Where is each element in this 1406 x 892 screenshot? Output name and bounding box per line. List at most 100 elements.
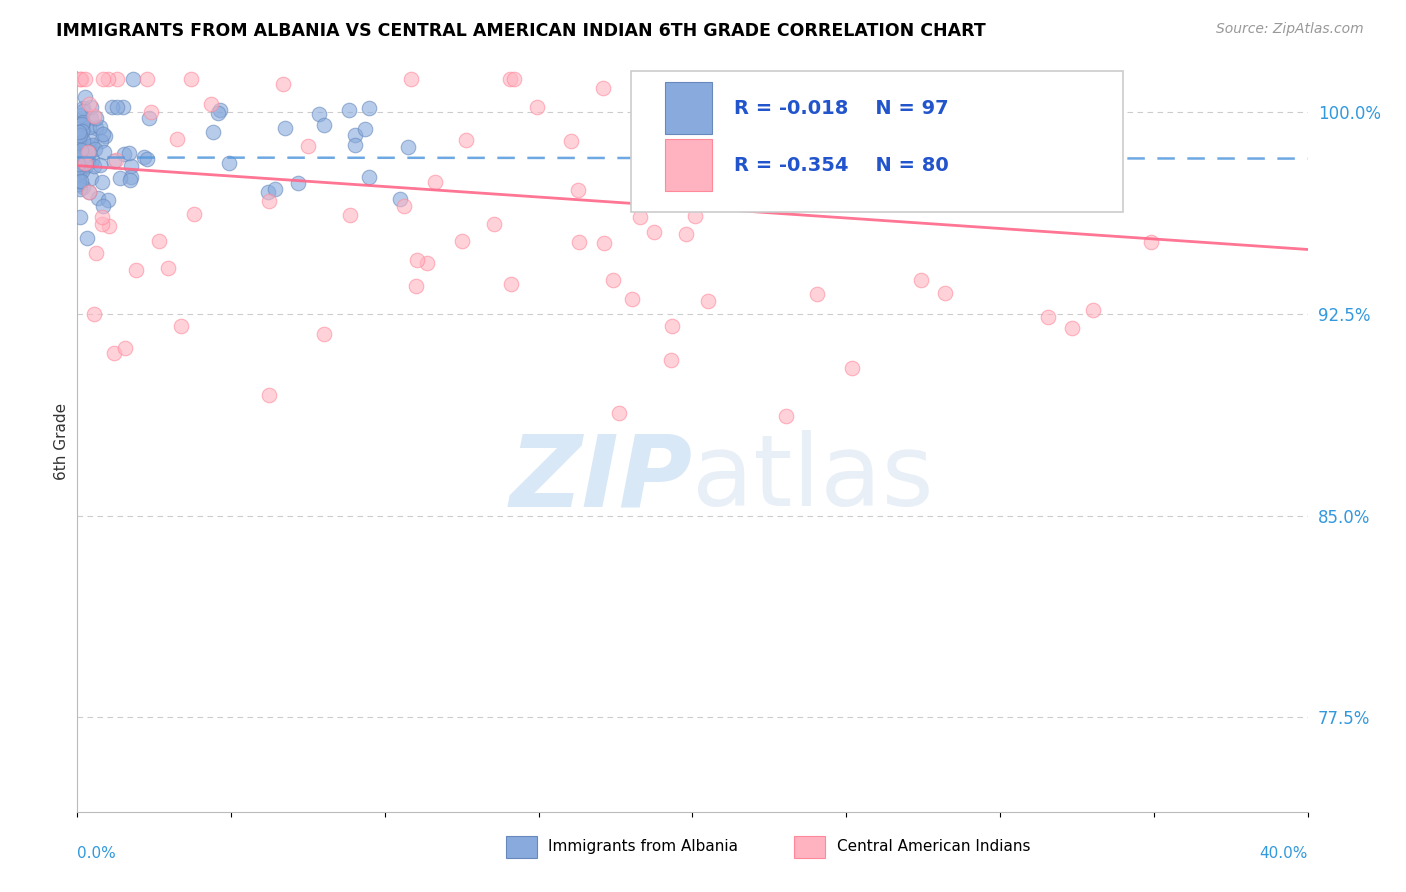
Text: Central American Indians: Central American Indians [837, 839, 1031, 855]
Point [80, 112, 103, 126]
Point [526, 100, 548, 114]
Point [98, 219, 121, 234]
Point [86, 191, 108, 205]
Point [357, 102, 380, 116]
Point [114, 341, 136, 355]
Point [80, 138, 103, 153]
Point [103, 153, 125, 168]
Point [396, 140, 419, 154]
Point [665, 177, 688, 191]
Point [308, 107, 330, 121]
Point [1036, 310, 1059, 324]
Point [208, 103, 231, 118]
Point [120, 170, 142, 185]
Point [343, 128, 366, 143]
FancyBboxPatch shape [665, 139, 713, 191]
Point [218, 156, 240, 170]
Point [343, 138, 366, 153]
Point [593, 236, 616, 251]
Point [257, 194, 280, 208]
Point [392, 199, 415, 213]
Point [1062, 321, 1084, 335]
Point [97, 72, 120, 87]
Point [118, 145, 141, 160]
Point [357, 169, 380, 184]
Point [148, 234, 170, 248]
Point [91, 210, 114, 224]
Point [620, 292, 643, 306]
Point [75, 155, 97, 169]
Point [675, 227, 697, 241]
Point [568, 235, 591, 249]
Text: IMMIGRANTS FROM ALBANIA VS CENTRAL AMERICAN INDIAN 6TH GRADE CORRELATION CHART: IMMIGRANTS FROM ALBANIA VS CENTRAL AMERI… [56, 22, 986, 40]
Point [97, 194, 120, 208]
Point [405, 278, 427, 293]
Point [659, 353, 682, 368]
Point [80, 170, 103, 185]
Point [80, 153, 103, 168]
Point [69, 158, 91, 172]
Text: ZIP: ZIP [509, 430, 693, 527]
Point [180, 72, 202, 87]
Point [105, 72, 128, 87]
Point [67, 125, 90, 139]
Point [69, 135, 91, 149]
Point [271, 77, 294, 91]
Point [66, 152, 89, 166]
Point [70, 117, 93, 131]
Point [697, 293, 720, 308]
Point [67, 151, 90, 165]
Point [79, 120, 101, 135]
Point [139, 105, 162, 120]
Point [112, 100, 135, 114]
Point [89, 158, 111, 172]
Point [883, 139, 905, 153]
Point [73, 157, 96, 171]
Point [83, 109, 105, 123]
Point [112, 147, 135, 161]
Point [84, 121, 107, 136]
Point [183, 207, 205, 221]
Point [72, 179, 94, 194]
Point [75, 156, 97, 170]
Point [423, 175, 446, 189]
Text: R = -0.354    N = 80: R = -0.354 N = 80 [734, 156, 949, 175]
Point [67, 166, 90, 180]
Point [979, 166, 1001, 180]
FancyBboxPatch shape [665, 82, 713, 135]
Point [77, 139, 100, 153]
Point [110, 171, 132, 186]
Point [104, 153, 127, 167]
Point [105, 100, 128, 114]
Text: 0.0%: 0.0% [77, 846, 117, 861]
Point [503, 72, 526, 87]
Point [89, 120, 111, 135]
Y-axis label: 6th Grade: 6th Grade [53, 403, 69, 480]
Point [79, 185, 101, 199]
Point [170, 318, 193, 333]
Point [70, 163, 93, 178]
Point [643, 225, 665, 239]
Point [103, 345, 125, 359]
Point [910, 273, 932, 287]
Text: R = -0.018    N = 97: R = -0.018 N = 97 [734, 99, 949, 118]
Point [84, 246, 107, 260]
Point [337, 103, 360, 117]
Point [91, 175, 114, 189]
Point [69, 128, 91, 142]
Point [73, 72, 96, 87]
Point [628, 210, 651, 224]
Point [339, 209, 361, 223]
Point [67, 162, 90, 177]
Point [287, 176, 309, 190]
FancyBboxPatch shape [631, 71, 1123, 212]
Point [661, 319, 683, 334]
Point [824, 156, 846, 170]
Point [91, 218, 114, 232]
Point [79, 97, 101, 112]
Point [80, 130, 103, 145]
Point [399, 72, 422, 87]
Point [592, 80, 614, 95]
Point [775, 409, 797, 423]
Point [77, 185, 100, 199]
